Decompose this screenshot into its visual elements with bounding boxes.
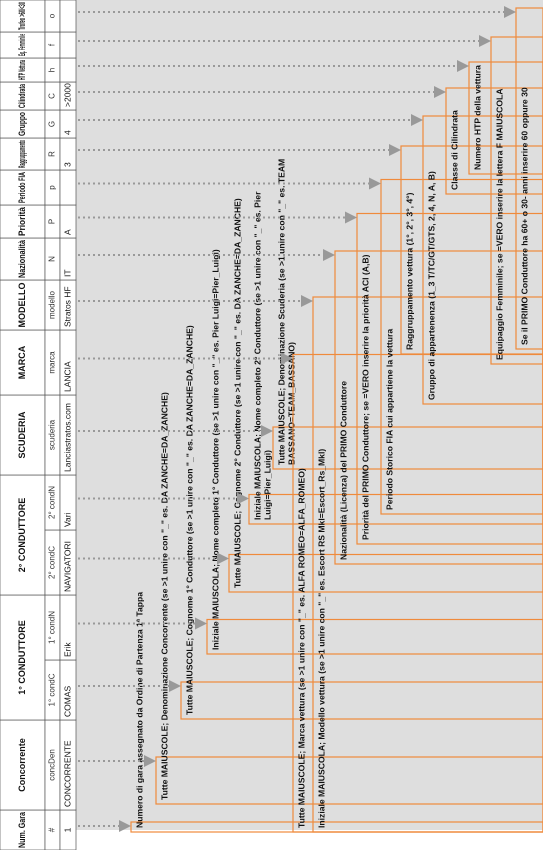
- note-text: Nazionalità (Licenza) del PRIMO Condutto…: [338, 381, 348, 560]
- field-label: concDen: [48, 749, 57, 781]
- value-label: 3: [62, 162, 72, 167]
- note-box: [180, 681, 543, 720]
- header-label: Eq. Femminile: [17, 34, 27, 56]
- note-box: [515, 7, 543, 350]
- note-text: Numero di gara assegnato da Ordine di Pa…: [134, 592, 144, 828]
- value-label: Vari: [62, 512, 72, 527]
- note-text: Classe di Cilindrata: [449, 110, 459, 190]
- field-label: N: [48, 256, 57, 262]
- note-text: Tutte MAIUSCOLE; Denominazione Scuderia …: [276, 159, 286, 465]
- field-label: 1° condN: [48, 611, 57, 644]
- header-label: Nazionalità: [17, 239, 27, 278]
- header-label: Concorrente: [17, 738, 27, 792]
- value-label: CONCORRENTE: [62, 740, 72, 807]
- note-box: [445, 87, 543, 195]
- note-text: Tutte MAIUSCOLE; Cognome 2° Conduttore (…: [232, 198, 242, 588]
- note-text: Tutte MAIUSCOLE; Marca vettura (se >1 un…: [296, 468, 306, 828]
- note-text: Iniziale MAIUSCOLA; Nome completo 1° Con…: [210, 249, 220, 650]
- note-box: [248, 493, 543, 525]
- note-text: Gruppo di appartenenza (1_3 T/TC/GT/GTS,…: [426, 171, 436, 400]
- value-label: COMAS: [62, 686, 72, 718]
- value-label: IT: [62, 269, 72, 277]
- header-label: SCUDERIA: [17, 411, 27, 459]
- note-box: [422, 115, 543, 405]
- field-label: o: [48, 13, 57, 18]
- field-label: marca: [48, 351, 57, 374]
- field-label: R: [48, 151, 57, 157]
- value-label: A: [62, 229, 72, 235]
- field-label: modello: [48, 290, 57, 319]
- note-text: Tutte MAIUSCOLE; Cognome 1° Conduttore (…: [184, 325, 194, 715]
- value-label: Erik: [62, 642, 72, 657]
- value-label: Stratos HF: [62, 286, 72, 327]
- note-box: [206, 618, 543, 655]
- value-cell: [59, 169, 77, 206]
- header-label: 1° CONDUTTORE: [17, 620, 27, 694]
- value-label: >2000: [62, 83, 72, 107]
- field-label: P: [48, 219, 57, 224]
- note-box: [228, 553, 543, 593]
- value-label: 4: [62, 130, 72, 135]
- field-label: p: [48, 185, 57, 190]
- field-label: scuderia: [48, 419, 57, 450]
- note-text: Iniziale MAIUSCOLA; Nome completo 2° Con…: [252, 191, 262, 520]
- field-label: f: [48, 43, 57, 46]
- header-label: Raggruppamento: [17, 140, 27, 168]
- field-label: h: [48, 68, 57, 72]
- note-text: Numero HTP della vettura: [472, 65, 482, 170]
- note-text: Raggruppamento vettura (1°, 2°, 3°, 4°): [404, 192, 414, 350]
- note-text: Luigi=Pier_Luigi): [262, 450, 272, 520]
- header-label: Periodo FIA: [17, 172, 27, 203]
- value-label: 1: [62, 827, 72, 832]
- note-text: Iniziale MAIUSCOLA; Modello vettura (se …: [316, 449, 326, 828]
- note-text: Periodo Storico FIA cui appartiene la ve…: [384, 329, 394, 510]
- value-label: Lanciastratos.com: [62, 403, 72, 472]
- header-label: HTP Vettura: [17, 60, 27, 80]
- note-box: [468, 61, 543, 175]
- header-label: Num. Gara: [17, 811, 27, 848]
- note-text: Priorità del PRIMO Conduttore; se =VERO …: [360, 254, 370, 540]
- note-box: [356, 212, 543, 545]
- note-box: [490, 36, 543, 365]
- value-cell: [59, 0, 77, 33]
- note-box: [272, 426, 543, 470]
- value-label: LANCIA: [62, 361, 72, 392]
- value-label: NAVIGATORI: [62, 541, 72, 592]
- field-label: C: [48, 93, 57, 99]
- note-text: Se il PRIMO Conduttore ha 60+ o 30- anni…: [519, 87, 529, 345]
- note-box: [155, 756, 543, 805]
- header-label: MODELLO: [17, 283, 27, 328]
- header-label: Cilindrata: [17, 83, 27, 108]
- header-label: 2° CONDUTTORE: [17, 498, 27, 572]
- note-box: [380, 178, 543, 515]
- header-label: MARCA: [17, 345, 27, 379]
- note-box: [400, 145, 543, 355]
- header-label: Gruppo: [17, 112, 27, 136]
- note-box: [312, 296, 543, 833]
- field-label: 1° condC: [48, 673, 57, 706]
- field-label: 2° condC: [48, 546, 57, 579]
- field-label: G: [48, 121, 57, 127]
- white-area: [76, 830, 543, 850]
- header-label: Trofeo >60/<30: [17, 2, 27, 30]
- grey-area: [76, 0, 543, 850]
- header-label: Priorità: [17, 206, 27, 236]
- field-label: 2° condN: [48, 486, 57, 519]
- note-text: Equipaggio Femminile; se =VERO inserire …: [494, 89, 504, 360]
- note-text: BASSANO=TEAM_BASSANO): [286, 342, 296, 465]
- field-label: #: [48, 827, 57, 832]
- value-cell: [59, 31, 77, 59]
- note-box: [334, 250, 543, 565]
- note-text: Tutte MAIUSCOLE; Denominazione Concorren…: [159, 392, 169, 800]
- value-cell: [59, 57, 77, 83]
